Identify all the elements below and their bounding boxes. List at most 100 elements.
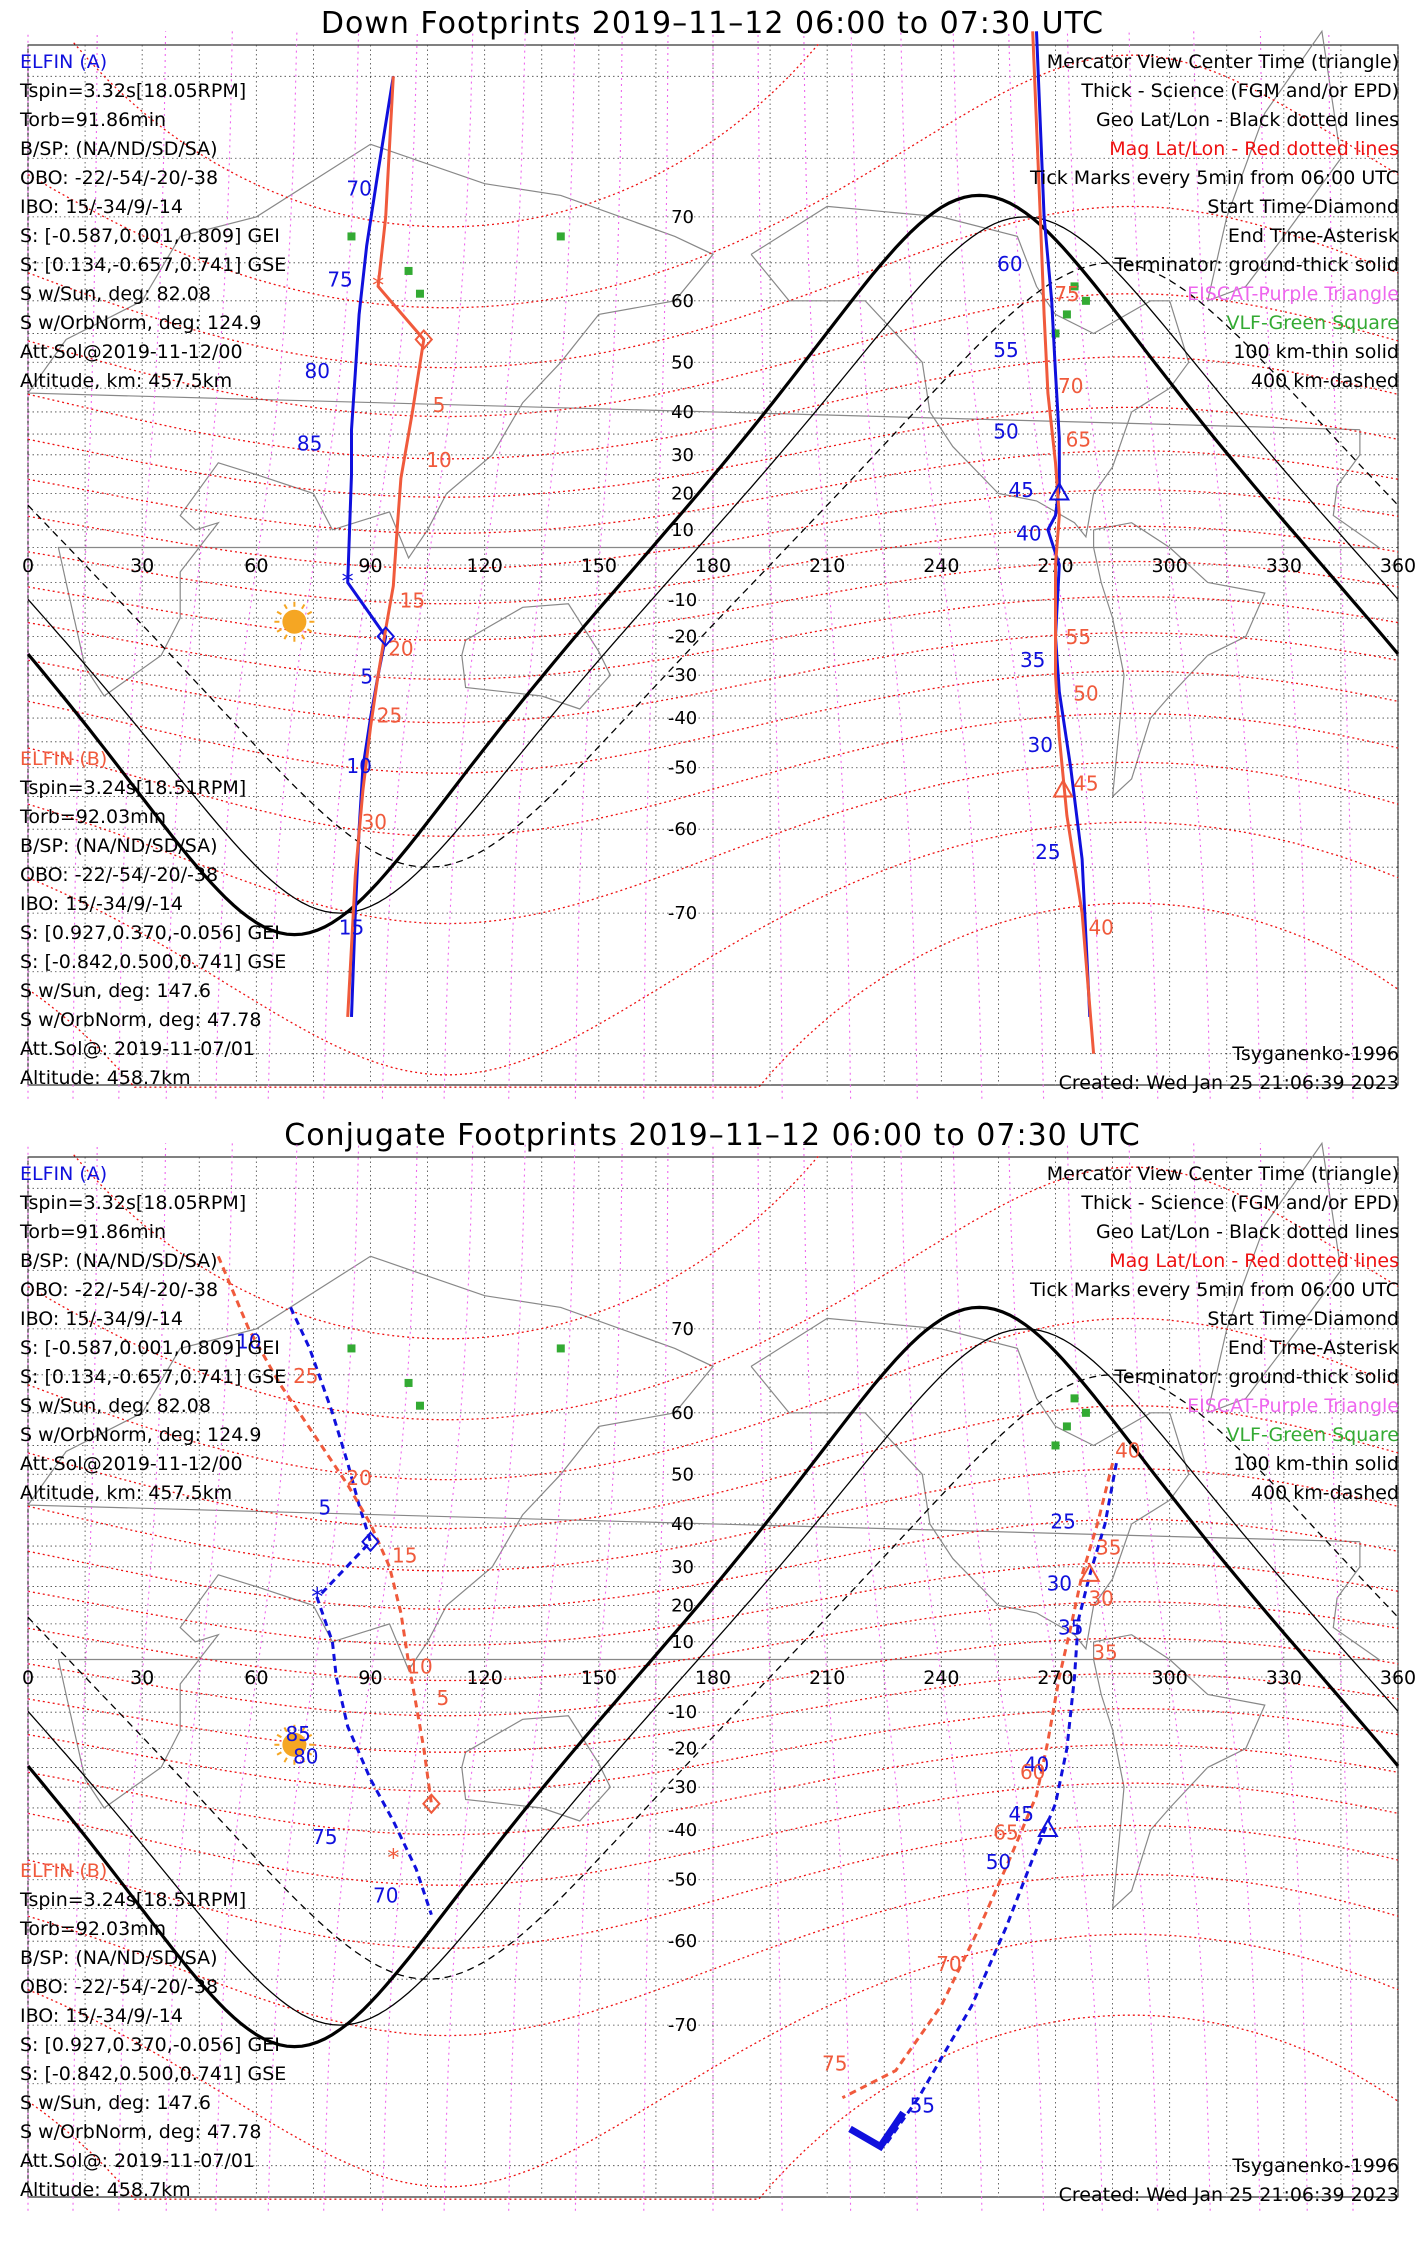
tick-time-label: 30 (1047, 1571, 1072, 1595)
mag-latitude-line (27, 54, 1399, 309)
mag-meridian (508, 1143, 576, 2211)
elfin-b-label: ELFIN (B) (20, 748, 108, 770)
terminator-ground (26, 1305, 1400, 2049)
tick-time-label: 45 (1073, 772, 1098, 796)
vlf-station-marker (415, 1401, 424, 1410)
mag-latitude-line (27, 1782, 1399, 1886)
legend-item: EISCAT-Purple Triangle (1187, 1395, 1399, 1417)
continent-outline (26, 143, 1381, 697)
continent-outline (1207, 29, 1342, 302)
lat-tick-label: -50 (668, 1870, 697, 1891)
created-label: Created: Wed Jan 25 21:06:39 2023 (1058, 2184, 1399, 2206)
info-line: S w/Sun, deg: 147.6 (20, 980, 211, 1002)
info-line: Torb=91.86min (20, 109, 167, 131)
lon-tick-label: 60 (244, 1667, 268, 1689)
mag-latitude-line (27, 1637, 1399, 1717)
info-line: S w/Sun, deg: 82.08 (20, 1395, 211, 1417)
info-line: S: [0.134,-0.657,0.741] GSE (20, 1366, 287, 1388)
mercator-map: 0 30 60 90 120 150 180 210 240 270 300 330 360706050… (22, 29, 1416, 1099)
mag-meridian (757, 1143, 783, 2211)
info-line: S: [-0.587,0.001,0.809] GEI (20, 225, 280, 247)
vlf-station-marker (1081, 1408, 1090, 1417)
tick-time-label: 30 (1028, 733, 1053, 757)
tick-time-label: 40 (1115, 1438, 1140, 1462)
lat-tick-label: 40 (671, 1514, 694, 1535)
lon-tick-label: 300 (1152, 1667, 1188, 1689)
legend-item: Geo Lat/Lon - Black dotted lines (1095, 109, 1399, 131)
mag-meridian (1008, 31, 1103, 1099)
lon-tick-label: 270 (1037, 1667, 1073, 1689)
elfin-b-info: ELFIN (B) Tspin=3.24s[18.51RPM] Torb=92.… (20, 745, 286, 1093)
lat-tick-label: -40 (668, 1820, 697, 1841)
vlf-station-marker (1051, 1441, 1060, 1450)
lon-tick-label: 330 (1266, 555, 1302, 577)
mag-meridian (1259, 1143, 1308, 2211)
lon-tick-label: 330 (1266, 1667, 1302, 1689)
legend-item: Mercator View Center Time (triangle) (1046, 51, 1399, 73)
tick-time-label: 20 (346, 1466, 371, 1490)
lat-tick-label: 30 (671, 1557, 694, 1578)
tick-time-label: 10 (426, 448, 451, 472)
mag-latitude-line (27, 1518, 1399, 1610)
tick-time-label: 25 (377, 704, 402, 728)
lat-tick-label: -30 (668, 665, 697, 686)
info-line: S w/OrbNorm, deg: 124.9 (20, 312, 262, 334)
vlf-station-marker (1070, 282, 1079, 291)
mag-meridian (1128, 1143, 1211, 2211)
legend-item: Terminator: ground-thick solid (1114, 1366, 1400, 1388)
continent-outline (750, 205, 1190, 539)
legend-item: 100 km-thin solid (1233, 341, 1399, 363)
tick-time-label: 75 (312, 1825, 337, 1849)
center-triangle (1052, 778, 1074, 798)
legend-item: EISCAT-Purple Triangle (1187, 283, 1399, 305)
legend-item: Mercator View Center Time (triangle) (1046, 1163, 1399, 1185)
tick-time-label: 15 (339, 916, 364, 940)
mag-meridian (574, 31, 623, 1099)
mercator-map: 0 30 60 90 120 150 180 210 240 270 300 330 360706050… (22, 1141, 1416, 2211)
mag-latitude-line (27, 670, 1399, 774)
tick-time-label: 25 (1035, 840, 1060, 864)
lon-tick-label: 30 (130, 1667, 154, 1689)
lat-tick-label: 70 (671, 1319, 694, 1340)
tick-time-label: 85 (297, 432, 322, 456)
lon-tick-label: 180 (695, 555, 731, 577)
mag-meridian (443, 31, 526, 1099)
mag-meridian (850, 1143, 918, 2211)
lon-tick-label: 360 (1380, 1667, 1416, 1689)
tick-time-label: 25 (293, 1364, 318, 1388)
tick-time-label: 80 (293, 1745, 318, 1769)
down-footprints-panel: Down Footprints 2019–11–12 06:00 to 07:3… (20, 6, 1416, 1099)
lat-tick-label: -70 (668, 903, 697, 924)
start-diamond (422, 1793, 441, 1815)
end-asterisk: * (372, 271, 384, 299)
info-line: OBO: -22/-54/-20/-38 (20, 1279, 219, 1301)
info-line: IBO: 15/-34/9/-14 (20, 196, 183, 218)
mag-meridian (803, 31, 852, 1099)
info-line: Torb=92.03min (20, 806, 167, 828)
mag-meridian (1008, 1143, 1103, 2211)
lon-tick-label: 0 (22, 1667, 34, 1689)
legend-item: Start Time-Diamond (1207, 1308, 1399, 1330)
lon-tick-label: 0 (22, 555, 34, 577)
mag-meridian (900, 1143, 983, 2211)
end-asterisk: * (342, 568, 354, 596)
mag-meridian (165, 1143, 233, 2211)
footprint-track (1031, 31, 1096, 1054)
tick-time-label: 65 (1066, 428, 1091, 452)
vlf-station-marker (556, 1344, 565, 1353)
legend-item: 400 km-dashed (1250, 370, 1399, 392)
info-line: S: [0.927,0.370,-0.056] GEI (20, 2034, 280, 2056)
info-line: OBO: -22/-54/-20/-38 (20, 1976, 219, 1998)
info-line: Tspin=3.32s[18.05RPM] (20, 80, 247, 102)
mag-latitude-line (27, 406, 1399, 498)
info-line: S w/OrbNorm, deg: 47.78 (20, 1009, 262, 1031)
lon-tick-label: 210 (809, 1667, 845, 1689)
mag-latitude-line (27, 1672, 1399, 1753)
vlf-station-marker (1070, 1394, 1079, 1403)
info-line: S w/OrbNorm, deg: 47.78 (20, 2121, 262, 2143)
footprint-track (1035, 31, 1092, 1017)
elfin-a-label: ELFIN (A) (20, 51, 108, 73)
mag-latitude-line (73, 1154, 821, 1340)
tick-time-label: 15 (392, 1544, 417, 1568)
lat-tick-label: 60 (671, 291, 694, 312)
